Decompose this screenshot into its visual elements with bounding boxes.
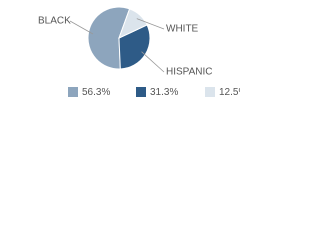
legend-label: 12.5% [219, 87, 240, 98]
slice-label: BLACK [38, 16, 71, 27]
legend-label: 56.3% [82, 87, 110, 98]
slice-label: WHITE [166, 24, 199, 35]
legend-swatch [136, 87, 146, 97]
leader-line [69, 20, 94, 35]
legend-swatch [205, 87, 215, 97]
leader-line [141, 51, 165, 73]
pie-slice [118, 24, 151, 70]
pie-slice [118, 8, 148, 39]
legend-swatch [68, 87, 78, 97]
slice-label: HISPANIC [166, 67, 213, 78]
legend-label: 31.3% [150, 87, 178, 98]
leader-line [136, 18, 165, 30]
chart: BLACK HISPANIC WHITE 56.3% 31.3% 12.5% [38, 6, 240, 98]
